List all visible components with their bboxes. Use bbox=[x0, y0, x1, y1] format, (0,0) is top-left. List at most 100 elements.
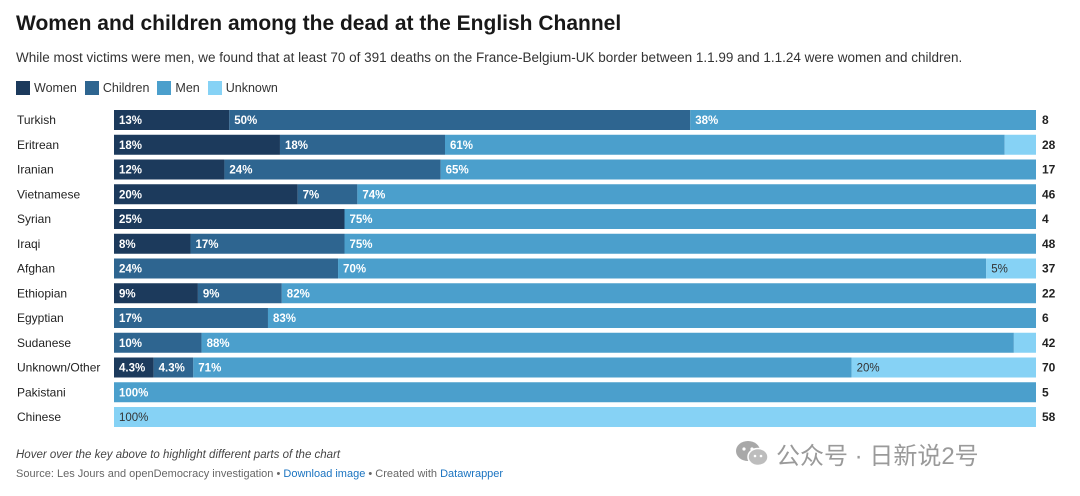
data-label: 20% bbox=[119, 189, 142, 201]
legend-item-men[interactable]: Men bbox=[157, 81, 200, 95]
bar-segment-men bbox=[357, 184, 1036, 205]
data-label: 61% bbox=[450, 140, 473, 152]
bar-segment-women bbox=[114, 233, 191, 254]
data-label: 75% bbox=[350, 214, 373, 226]
bar-segment-men bbox=[267, 308, 1037, 328]
total-label: 48 bbox=[1042, 237, 1056, 251]
chart-subtitle: While most victims were men, we found th… bbox=[16, 50, 963, 65]
legend-swatch-women bbox=[16, 81, 30, 95]
data-label: 4.3% bbox=[119, 363, 145, 375]
category-label: Afghan bbox=[17, 262, 55, 276]
bar-segment-women bbox=[114, 209, 345, 229]
total-label: 6 bbox=[1042, 311, 1049, 325]
data-label: 9% bbox=[203, 288, 220, 300]
total-label: 28 bbox=[1042, 138, 1056, 152]
bar-segment-children bbox=[229, 110, 691, 130]
download-image-link[interactable]: Download image bbox=[283, 468, 366, 480]
bar-segment-men bbox=[445, 134, 1005, 155]
source-text: Source: Les Jours and openDemocracy inve… bbox=[16, 468, 284, 480]
bar-segment-children bbox=[224, 159, 441, 180]
data-label: 9% bbox=[119, 288, 136, 300]
created-with-text: • Created with bbox=[365, 468, 441, 480]
data-label: 10% bbox=[119, 338, 142, 350]
hover-note: Hover over the key above to highlight di… bbox=[16, 449, 341, 461]
total-label: 22 bbox=[1042, 286, 1056, 300]
category-label: Vietnamese bbox=[17, 187, 80, 201]
total-label: 5 bbox=[1042, 385, 1049, 399]
category-label: Egyptian bbox=[17, 311, 64, 325]
bar-segment-women bbox=[114, 357, 154, 378]
total-label: 46 bbox=[1042, 187, 1056, 201]
data-label: 83% bbox=[273, 313, 296, 325]
data-label: 18% bbox=[119, 140, 142, 152]
total-label: 70 bbox=[1042, 361, 1056, 375]
category-label: Iranian bbox=[17, 163, 54, 177]
data-label: 38% bbox=[695, 115, 718, 127]
bar-segment-children bbox=[114, 308, 268, 328]
data-label: 18% bbox=[285, 140, 308, 152]
data-label: 65% bbox=[446, 165, 469, 177]
bar-segment-men bbox=[344, 209, 1036, 229]
category-label: Iraqi bbox=[17, 237, 40, 251]
category-label: Eritrean bbox=[17, 138, 59, 152]
bar-segment-men bbox=[193, 357, 852, 378]
bar-segment-women bbox=[114, 184, 298, 205]
bar-segment-children bbox=[190, 233, 345, 254]
legend-swatch-unknown bbox=[207, 81, 222, 95]
datawrapper-link[interactable]: Datawrapper bbox=[440, 468, 504, 480]
legend-item-unknown[interactable]: Unknown bbox=[207, 81, 278, 95]
total-label: 37 bbox=[1042, 262, 1056, 276]
legend: Women Children Men Unknown bbox=[16, 81, 278, 95]
data-label: 12% bbox=[119, 165, 142, 177]
legend-item-children[interactable]: Children bbox=[84, 81, 149, 95]
legend-item-women[interactable]: Women bbox=[16, 81, 77, 95]
data-label: 17% bbox=[196, 239, 219, 251]
bar-segment-children bbox=[114, 258, 339, 279]
source-line: Source: Les Jours and openDemocracy inve… bbox=[16, 468, 503, 480]
bar-segment-children bbox=[114, 332, 202, 353]
data-label: 75% bbox=[350, 239, 373, 251]
bar-segment-children bbox=[279, 134, 445, 155]
category-label: Chinese bbox=[17, 410, 61, 424]
data-label: 13% bbox=[119, 115, 142, 127]
data-label: 24% bbox=[119, 264, 142, 276]
bar-segment-unknown bbox=[986, 258, 1036, 279]
data-label: 70% bbox=[343, 264, 366, 276]
data-label: 50% bbox=[234, 115, 257, 127]
chart-title: Women and children among the dead at the… bbox=[16, 12, 622, 35]
bar-segment-men bbox=[281, 283, 1036, 304]
data-label: 8% bbox=[119, 239, 136, 251]
category-label: Sudanese bbox=[17, 336, 71, 350]
category-label: Unknown/Other bbox=[17, 361, 100, 375]
total-label: 8 bbox=[1042, 113, 1049, 127]
data-label: 20% bbox=[857, 363, 880, 375]
legend-label-men: Men bbox=[175, 81, 200, 95]
data-label: 17% bbox=[119, 313, 142, 325]
bar-segment-women bbox=[114, 110, 230, 130]
data-label: 71% bbox=[198, 363, 221, 375]
bar-segment-men bbox=[114, 382, 1036, 403]
data-label: 25% bbox=[119, 214, 142, 226]
total-label: 4 bbox=[1042, 212, 1049, 226]
total-label: 17 bbox=[1042, 163, 1056, 177]
bar-segment-children bbox=[197, 283, 282, 304]
legend-swatch-children bbox=[84, 81, 99, 95]
bar-segment-unknown bbox=[114, 407, 1036, 427]
data-label: 74% bbox=[362, 189, 385, 201]
data-label: 82% bbox=[287, 288, 310, 300]
data-label: 100% bbox=[119, 387, 148, 399]
category-label: Pakistani bbox=[17, 385, 66, 399]
bar-segment-men bbox=[440, 159, 1036, 180]
data-label: 4.3% bbox=[159, 363, 185, 375]
bar-segment-men bbox=[690, 110, 1036, 130]
category-label: Turkish bbox=[17, 113, 56, 127]
legend-label-unknown: Unknown bbox=[225, 81, 278, 95]
bar-segment-children bbox=[153, 357, 194, 378]
bar-segment-women bbox=[114, 134, 280, 155]
legend-swatch-men bbox=[157, 81, 172, 95]
data-label: 88% bbox=[207, 338, 230, 350]
total-label: 42 bbox=[1042, 336, 1056, 350]
bar-segment-men bbox=[201, 332, 1014, 353]
data-label: 100% bbox=[119, 412, 148, 424]
